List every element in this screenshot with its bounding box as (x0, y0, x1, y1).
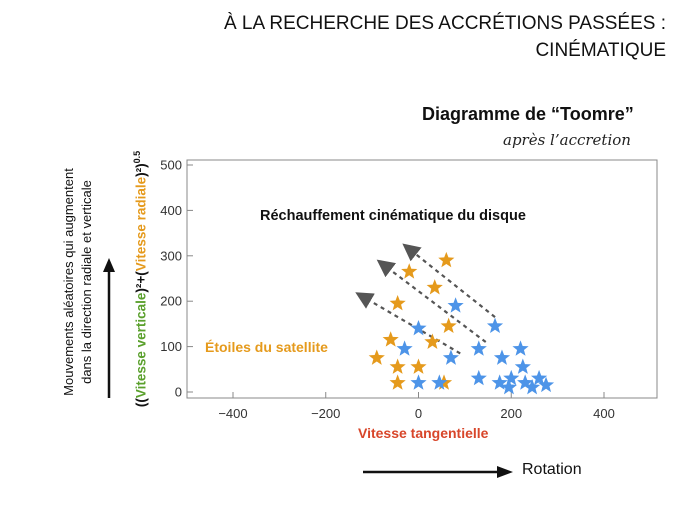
rotation-label: Rotation (522, 461, 582, 478)
disk-star (503, 369, 520, 386)
side-label: Mouvements aléatoires qui augmentent dan… (60, 168, 96, 396)
y-label-mid: )²+( (133, 271, 149, 293)
satellite-annotation: Étoiles du satellite (205, 339, 328, 355)
y-label-open: (( (133, 398, 149, 408)
satellite-star (426, 279, 443, 295)
disk-star (530, 369, 548, 386)
disk-star (410, 374, 427, 390)
slide-title: À LA RECHERCHE DES ACCRÉTIONS PASSÉES : … (224, 10, 666, 64)
satellite-star (440, 317, 457, 334)
satellite-star (410, 358, 427, 374)
disk-star (486, 317, 504, 334)
satellite-star (438, 251, 455, 268)
heating-annotation: Réchauffement cinématique du disque (260, 208, 526, 224)
disk-star (470, 340, 487, 356)
disk-star (517, 374, 534, 390)
x-tick-label: 200 (500, 406, 522, 421)
y-axis-label: ((Vitesse verticale)²+(Vitesse radiale)²… (132, 151, 149, 407)
y-label-radial: Vitesse radiale (133, 176, 149, 272)
chart-subtitle: après l’accretion (503, 131, 631, 149)
slide-title-line2: CINÉMATIQUE (535, 40, 666, 61)
heating-arrow (376, 259, 487, 343)
satellite-star (389, 294, 406, 311)
right-arrow-icon (363, 466, 513, 478)
heating-arrow (402, 243, 496, 318)
disk-star (442, 349, 460, 365)
disk-star (396, 340, 413, 356)
y-tick-label: 500 (160, 158, 182, 173)
x-tick-label: −400 (218, 406, 247, 421)
disk-star (500, 378, 518, 395)
y-label-close: )²) (133, 163, 149, 177)
y-label-vertical: Vitesse verticale (133, 292, 149, 399)
x-tick-label: 0 (415, 406, 422, 421)
y-tick-label: 400 (160, 203, 182, 218)
satellite-star (389, 358, 406, 374)
satellite-star (424, 333, 441, 349)
heating-arrows (355, 243, 496, 355)
disk-star (537, 376, 555, 393)
x-tick-label: 400 (593, 406, 615, 421)
satellite-star (389, 374, 406, 390)
disk-star (431, 374, 448, 390)
disk-star (512, 340, 529, 356)
y-tick-label: 300 (160, 248, 182, 263)
satellite-star (401, 263, 418, 279)
disk-star (491, 374, 508, 390)
satellite-star (382, 331, 399, 347)
y-tick-label: 100 (160, 339, 182, 354)
data-points (368, 251, 555, 395)
slide-title-line1: À LA RECHERCHE DES ACCRÉTIONS PASSÉES : (223, 13, 666, 34)
y-tick-label: 200 (160, 294, 182, 309)
y-label-exponent: 0.5 (131, 150, 142, 164)
y-tick-label: 0 (175, 385, 182, 400)
axis-ticks: −400 −200 0 200 400 0 100 200 300 400 500 (160, 158, 615, 422)
x-axis-label: Vitesse tangentielle (358, 425, 489, 441)
x-tick-label: −200 (311, 406, 340, 421)
disk-star (493, 349, 511, 365)
satellite-star (368, 349, 385, 365)
heating-arrow (355, 292, 461, 355)
up-arrow-icon (103, 258, 115, 398)
disk-star (524, 378, 541, 395)
disk-star (447, 297, 464, 313)
plot-frame (186, 159, 658, 399)
chart-title: Diagramme de “Toomre” (422, 104, 634, 124)
side-label-line2: dans la direction radiale et verticale (79, 180, 94, 384)
side-label-line1: Mouvements aléatoires qui augmentent (61, 168, 76, 396)
disk-star (514, 358, 531, 374)
disk-star (470, 369, 487, 386)
disk-star (410, 319, 427, 336)
